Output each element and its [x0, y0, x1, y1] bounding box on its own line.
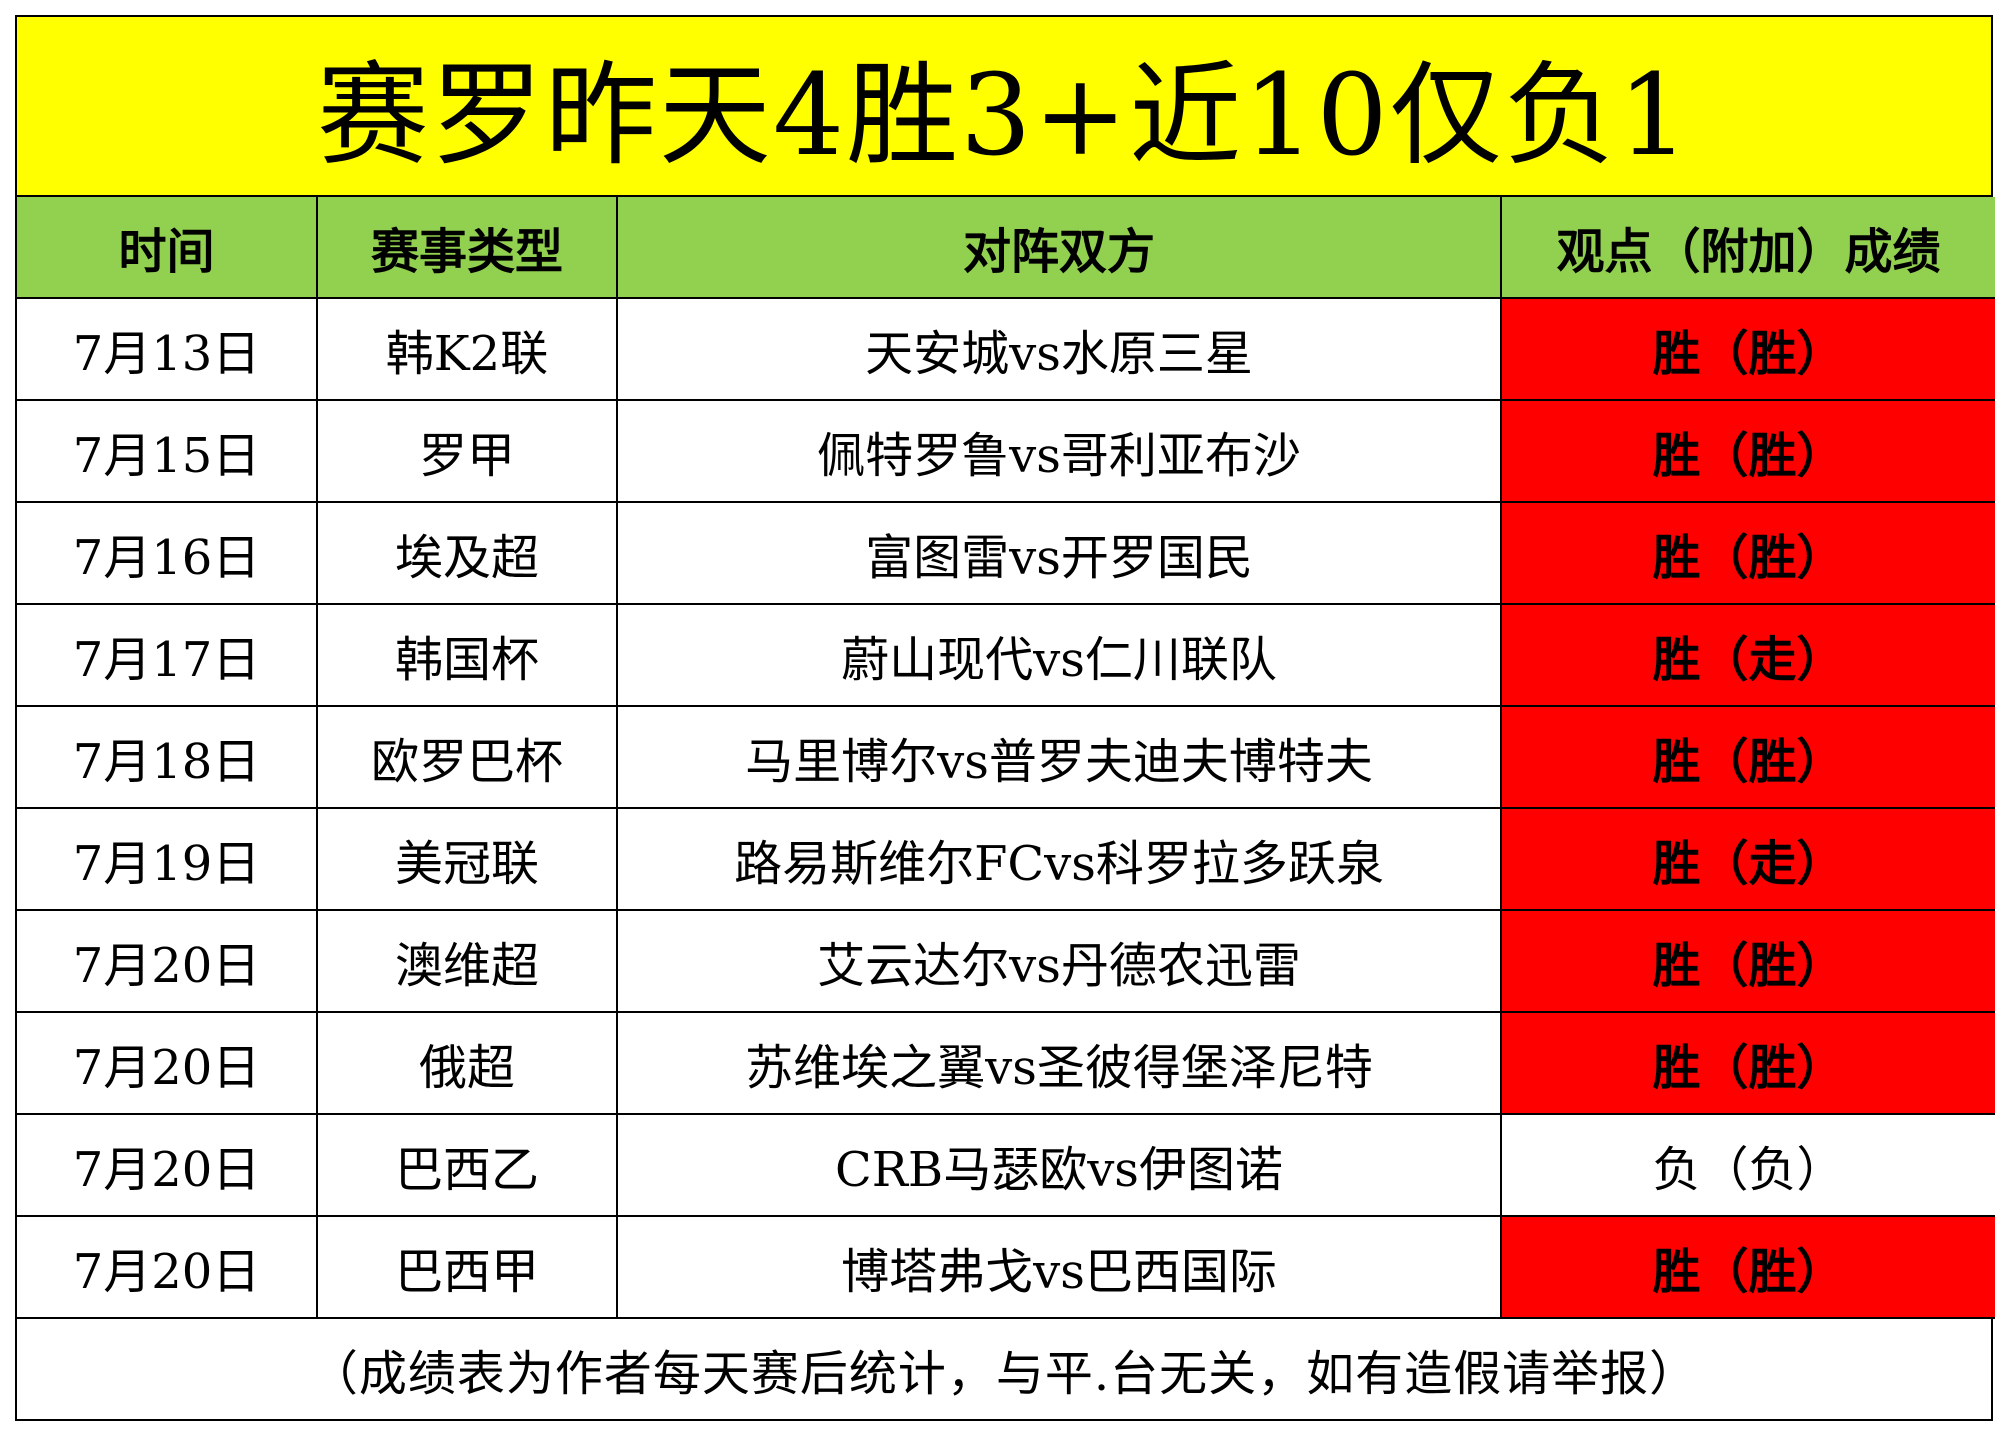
- league-cell: 美冠联: [316, 807, 618, 911]
- league-cell: 罗甲: [316, 399, 618, 503]
- date-cell: 7月20日: [17, 1011, 318, 1115]
- date-cell: 7月15日: [17, 399, 318, 503]
- header-result: 观点（附加）成绩: [1500, 197, 1995, 299]
- date-cell: 7月16日: [17, 501, 318, 605]
- table-row: 7月16日 埃及超 富图雷vs开罗国民 胜（胜）: [17, 501, 1995, 605]
- table-row: 7月20日 澳维超 艾云达尔vs丹德农迅雷 胜（胜）: [17, 909, 1995, 1013]
- league-cell: 埃及超: [316, 501, 618, 605]
- result-cell: 负（负）: [1500, 1113, 1995, 1217]
- date-cell: 7月20日: [17, 1113, 318, 1217]
- table-row: 7月20日 俄超 苏维埃之翼vs圣彼得堡泽尼特 胜（胜）: [17, 1011, 1995, 1115]
- header-league-type: 赛事类型: [316, 197, 618, 299]
- footer-disclaimer: （成绩表为作者每天赛后统计，与平.台无关，如有造假请举报）: [309, 1346, 1699, 1402]
- results-sheet: 赛罗昨天4胜3+近10仅负1 时间 赛事类型 对阵双方 观点（附加）成绩 7月1…: [15, 15, 1995, 1421]
- league-cell: 巴西甲: [316, 1215, 618, 1319]
- result-cell: 胜（胜）: [1500, 909, 1995, 1013]
- match-cell: 博塔弗戈vs巴西国际: [616, 1215, 1502, 1319]
- match-cell: 苏维埃之翼vs圣彼得堡泽尼特: [616, 1011, 1502, 1115]
- result-cell: 胜（胜）: [1500, 501, 1995, 605]
- date-cell: 7月18日: [17, 705, 318, 809]
- header-time: 时间: [17, 197, 318, 299]
- match-cell: 天安城vs水原三星: [616, 297, 1502, 401]
- result-cell: 胜（胜）: [1500, 705, 1995, 809]
- league-cell: 韩K2联: [316, 297, 618, 401]
- match-cell: 艾云达尔vs丹德农迅雷: [616, 909, 1502, 1013]
- league-cell: 澳维超: [316, 909, 618, 1013]
- table-row: 7月17日 韩国杯 蔚山现代vs仁川联队 胜（走）: [17, 603, 1995, 707]
- table-row: 7月19日 美冠联 路易斯维尔FCvs科罗拉多跃泉 胜（走）: [17, 807, 1995, 911]
- result-cell: 胜（胜）: [1500, 399, 1995, 503]
- table-header-row: 时间 赛事类型 对阵双方 观点（附加）成绩: [17, 197, 1995, 299]
- table-row: 7月20日 巴西甲 博塔弗戈vs巴西国际 胜（胜）: [17, 1215, 1995, 1319]
- result-cell: 胜（胜）: [1500, 1215, 1995, 1319]
- match-cell: 路易斯维尔FCvs科罗拉多跃泉: [616, 807, 1502, 911]
- league-cell: 欧罗巴杯: [316, 705, 618, 809]
- date-cell: 7月19日: [17, 807, 318, 911]
- league-cell: 巴西乙: [316, 1113, 618, 1217]
- table-body: 7月13日 韩K2联 天安城vs水原三星 胜（胜） 7月15日 罗甲 佩特罗鲁v…: [17, 297, 1995, 1319]
- date-cell: 7月13日: [17, 297, 318, 401]
- table-row: 7月20日 巴西乙 CRB马瑟欧vs伊图诺 负（负）: [17, 1113, 1995, 1217]
- table-row: 7月13日 韩K2联 天安城vs水原三星 胜（胜）: [17, 297, 1995, 401]
- match-cell: 佩特罗鲁vs哥利亚布沙: [616, 399, 1502, 503]
- result-cell: 胜（胜）: [1500, 1011, 1995, 1115]
- page-title: 赛罗昨天4胜3+近10仅负1: [17, 17, 1991, 197]
- result-cell: 胜（胜）: [1500, 297, 1995, 401]
- header-matchup: 对阵双方: [616, 197, 1502, 299]
- match-cell: 马里博尔vs普罗夫迪夫博特夫: [616, 705, 1502, 809]
- result-cell: 胜（走）: [1500, 807, 1995, 911]
- table-row: 7月15日 罗甲 佩特罗鲁vs哥利亚布沙 胜（胜）: [17, 399, 1995, 503]
- results-table: 时间 赛事类型 对阵双方 观点（附加）成绩 7月13日 韩K2联 天安城vs水原…: [17, 197, 1995, 1319]
- date-cell: 7月20日: [17, 1215, 318, 1319]
- league-cell: 韩国杯: [316, 603, 618, 707]
- match-cell: 蔚山现代vs仁川联队: [616, 603, 1502, 707]
- date-cell: 7月17日: [17, 603, 318, 707]
- match-cell: 富图雷vs开罗国民: [616, 501, 1502, 605]
- match-cell: CRB马瑟欧vs伊图诺: [616, 1113, 1502, 1217]
- table-row: 7月18日 欧罗巴杯 马里博尔vs普罗夫迪夫博特夫 胜（胜）: [17, 705, 1995, 809]
- result-cell: 胜（走）: [1500, 603, 1995, 707]
- league-cell: 俄超: [316, 1011, 618, 1115]
- date-cell: 7月20日: [17, 909, 318, 1013]
